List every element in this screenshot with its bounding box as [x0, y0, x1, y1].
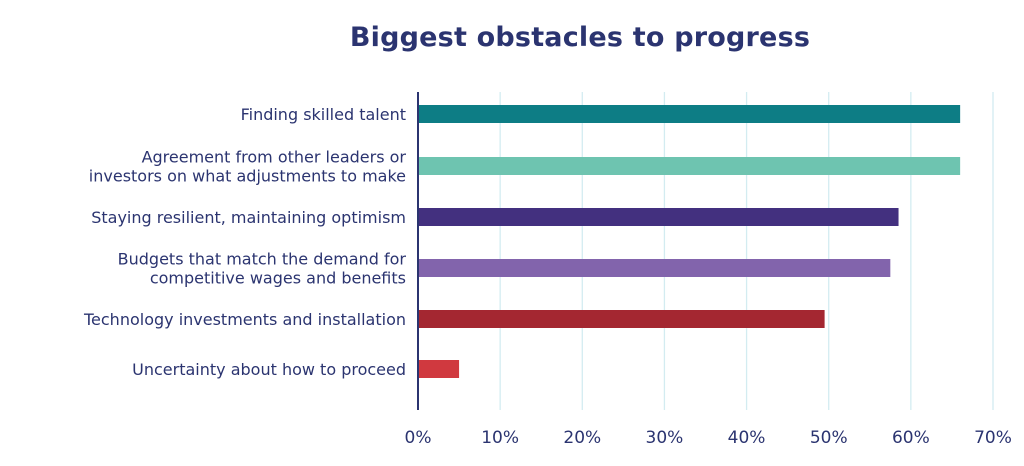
x-tick-label: 0%: [405, 428, 432, 448]
bar: [419, 157, 961, 175]
category-labels: Finding skilled talent Agreement from oth…: [83, 105, 406, 379]
category-label: Budgets that match the demand for: [118, 250, 407, 269]
x-tick-label: 40%: [728, 428, 766, 448]
category-label: competitive wages and benefits: [150, 269, 406, 288]
x-tick-label: 10%: [481, 428, 519, 448]
category-label: Technology investments and installation: [83, 310, 406, 329]
category-label: Staying resilient, maintaining optimism: [91, 208, 406, 227]
x-tick-label: 50%: [810, 428, 848, 448]
category-label: Finding skilled talent: [241, 105, 406, 124]
chart-title: Biggest obstacles to progress: [349, 22, 811, 53]
x-tick-label: 30%: [646, 428, 684, 448]
x-tick-labels: 0% 10% 20% 30% 40% 50% 60% 70%: [405, 428, 1012, 448]
category-label: Agreement from other leaders or: [142, 148, 407, 167]
gridlines: [499, 92, 994, 410]
bar: [419, 259, 891, 277]
category-label: Uncertainty about how to proceed: [132, 360, 406, 379]
bars: [419, 105, 961, 378]
bar: [419, 105, 961, 123]
bar: [419, 360, 460, 378]
x-tick-label: 60%: [892, 428, 930, 448]
x-tick-label: 70%: [974, 428, 1012, 448]
category-label: investors on what adjustments to make: [89, 167, 406, 186]
bar: [419, 208, 899, 226]
bar: [419, 310, 825, 328]
x-tick-label: 20%: [563, 428, 601, 448]
